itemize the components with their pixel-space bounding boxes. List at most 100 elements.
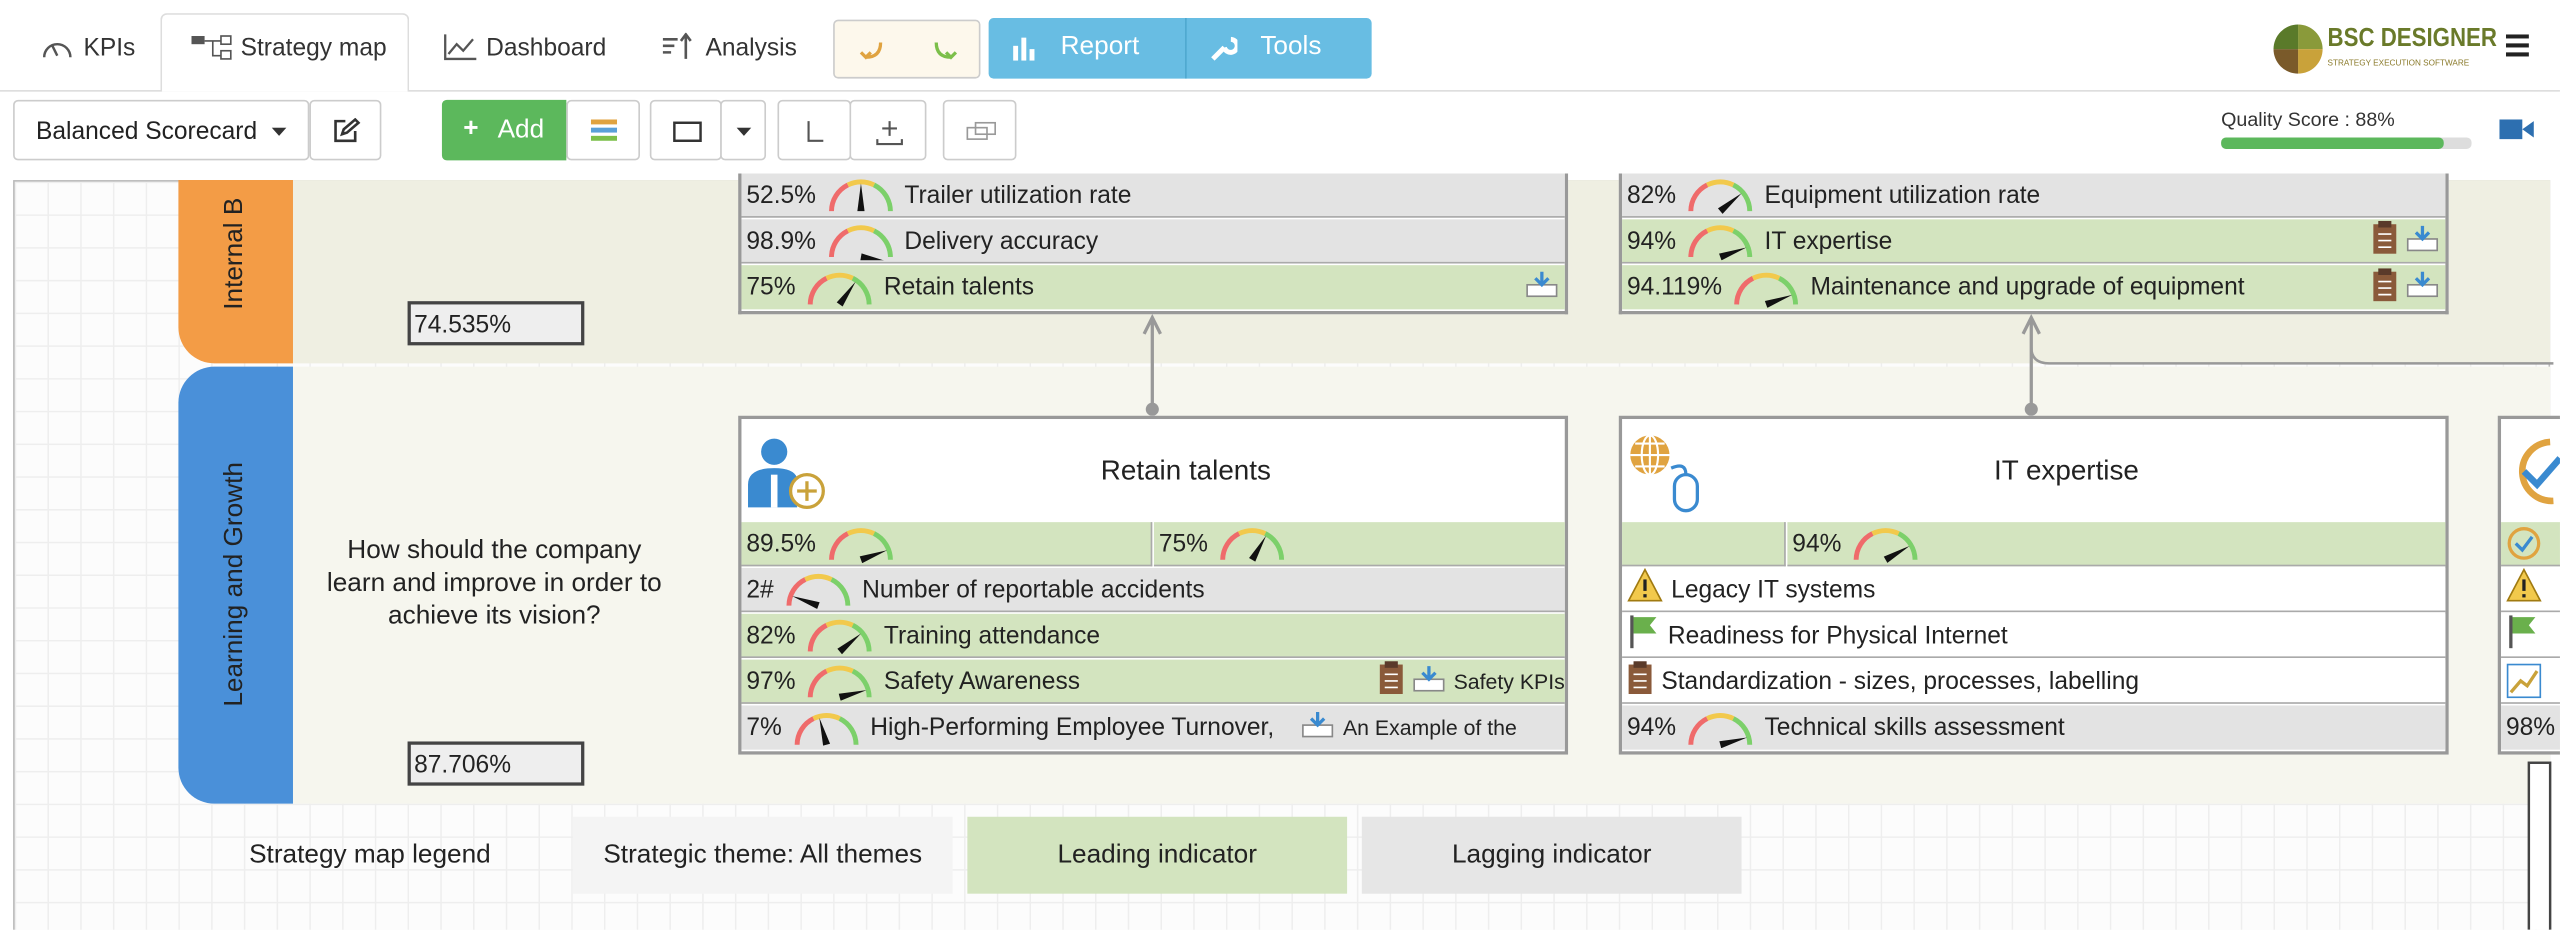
kpi-value: 7% [746, 713, 782, 742]
kpi-row[interactable]: 94% Technical skills assessment [1622, 705, 2446, 750]
flag-icon [1627, 614, 1660, 657]
add-button[interactable]: + Add [441, 99, 567, 161]
layout-button[interactable] [566, 99, 640, 161]
kpi-row[interactable]: 94.119% Maintenance and upgrade of equipm… [1622, 265, 2446, 310]
icon [444, 34, 477, 61]
gauge-svg [828, 225, 893, 262]
kpi-row[interactable]: 94% IT expertise [1622, 219, 2446, 264]
connector-button[interactable] [777, 99, 852, 161]
quality-label: Quality Score : 88% [2221, 108, 2395, 131]
tab[interactable]: KPIs [39, 33, 135, 62]
gauge [1684, 221, 1756, 261]
kpi-row[interactable]: 2# Number of reportable accidents [741, 567, 1565, 613]
undo[interactable] [858, 38, 887, 64]
kpi-value: 82% [1626, 180, 1677, 209]
kpi-row[interactable]: 82% Equipment utilization rate [1622, 173, 2446, 218]
kpi-row[interactable]: 75% [1153, 522, 1565, 567]
kpi-row[interactable]: 82% Training attendance [741, 613, 1565, 658]
kpi-label: IT expertise [1764, 226, 1893, 255]
add-item-button[interactable] [849, 99, 927, 161]
kpi-row[interactable]: 52.5% Trailer utilization rate [741, 173, 1565, 218]
kpi-label: Maintenance and upgrade of equipment [1810, 273, 2245, 302]
objective-box[interactable]: Retain talents 89.5% 75% 2# Number of rep… [738, 415, 1569, 755]
icon [662, 32, 692, 59]
kpi-link[interactable]: Safety KPIs [1453, 668, 1565, 694]
scorecard-select[interactable]: Balanced Scorecard [13, 99, 310, 161]
shape-caret[interactable] [720, 99, 767, 161]
kpi-label: Readiness for Physical Internet [1667, 621, 2008, 649]
icon [1211, 36, 1238, 61]
redo[interactable] [930, 38, 959, 64]
tab[interactable]: Strategy map [190, 33, 387, 62]
gauge [1850, 524, 1922, 563]
download-icon [1302, 710, 1335, 744]
flag-icon-svg [1630, 615, 1657, 649]
kpi-label: Standardization - sizes, processes, labe… [1661, 666, 2140, 695]
warning-icon [1627, 567, 1663, 611]
report-label: Report [1060, 32, 1140, 61]
kpi-label: Safety Awareness [883, 666, 1081, 695]
video[interactable] [2499, 116, 2535, 142]
kpi-row [2501, 659, 2560, 704]
legend-leading: Leading indicator [967, 816, 1348, 894]
kpi-value: 94% [1792, 529, 1842, 558]
kpi-row[interactable]: Readiness for Physical Internet [1622, 613, 2446, 658]
clipboard-icon-svg [2373, 267, 2397, 301]
kpi-cell [1622, 522, 1786, 567]
caret [271, 127, 287, 136]
kpi-label: Training attendance [883, 621, 1101, 649]
kpi-row[interactable]: 89.5% [741, 522, 1153, 567]
kpi-label: Number of reportable accidents [862, 575, 1205, 604]
kpi-link[interactable]: An Example of the [1342, 715, 1517, 740]
objective-title: IT expertise [1994, 455, 2139, 487]
legend-theme[interactable]: Strategic theme: All themes [572, 816, 953, 894]
gauge [804, 661, 876, 701]
shape-button[interactable] [649, 99, 722, 161]
download-icon-svg [2406, 271, 2439, 298]
logo-sub: STRATEGY EXECUTION SOFTWARE [2327, 58, 2470, 69]
gauge-svg [1734, 271, 1799, 308]
report-tools: Report Tools [988, 18, 1372, 79]
kpi-row[interactable]: 97% Safety Awareness Safety KPIs [741, 659, 1565, 704]
tab[interactable]: Analysis [661, 32, 797, 62]
menu[interactable] [2505, 34, 2532, 57]
tools-button[interactable]: Tools [1208, 33, 1321, 62]
gauge [1684, 175, 1756, 214]
kpi-row[interactable]: 7% High-Performing Employee Turnover, An E… [741, 705, 1565, 750]
kpi-row[interactable]: 94% [1787, 522, 2446, 567]
gauge-svg [828, 528, 893, 564]
kpi-row[interactable]: Standardization - sizes, processes, labe… [1622, 659, 2446, 704]
scorecard-label: Balanced Scorecard [36, 117, 258, 146]
gauge-svg [1853, 528, 1918, 563]
edit-button[interactable] [309, 99, 382, 161]
kpi-row[interactable]: 98.9% Delivery accuracy [741, 219, 1565, 264]
divider [1185, 18, 1187, 79]
kpi-value: 94.119% [1626, 273, 1723, 302]
add-label: Add [497, 116, 545, 145]
download-icon-svg [2406, 225, 2439, 251]
kpi-row[interactable]: 75% Retain talents [741, 265, 1565, 310]
gauge-svg [807, 271, 872, 306]
gauge-svg [807, 665, 872, 701]
clipboard-icon [2372, 266, 2398, 309]
icon [42, 42, 72, 58]
gauge-svg [794, 712, 858, 745]
kpi-row[interactable]: 98% [2501, 705, 2560, 750]
kpi-row[interactable]: Legacy IT systems [1622, 567, 2446, 613]
icon [673, 121, 702, 142]
objective-title: Retain talents [1100, 455, 1271, 487]
tab-label: Analysis [705, 33, 797, 62]
objective-box[interactable]: IT expertise 94% Legacy IT systems Readi… [1618, 415, 2449, 755]
gauge [790, 708, 862, 747]
tab[interactable]: Dashboard [442, 33, 606, 62]
objective-box[interactable]: 98% [2497, 415, 2560, 755]
download-icon [1413, 664, 1446, 698]
report-button[interactable]: Report [1012, 32, 1140, 62]
gauge-svg [1220, 528, 1285, 562]
clipboard-icon [1378, 660, 1404, 703]
flag-icon-svg [2509, 615, 2536, 649]
gauge-svg [807, 619, 872, 655]
kpi-label: High-Performing Employee Turnover, [870, 713, 1275, 742]
link-button[interactable] [942, 99, 1017, 161]
